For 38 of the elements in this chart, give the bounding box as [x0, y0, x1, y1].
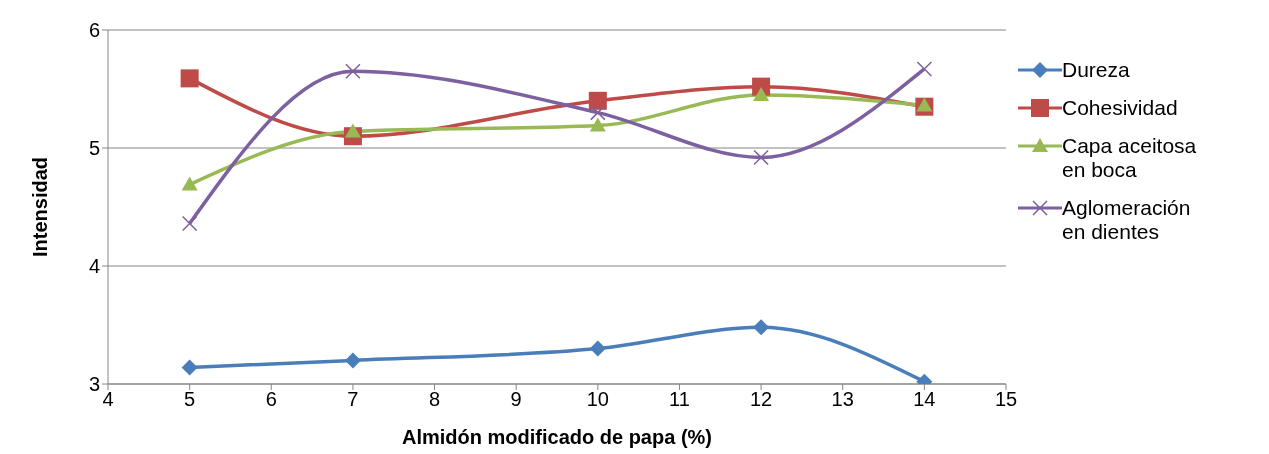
point [753, 86, 770, 101]
point [181, 359, 198, 376]
x-tick-label: 10 [586, 388, 609, 411]
x-tick-label: 5 [184, 388, 196, 411]
point [181, 215, 198, 232]
y-tick-label: 6 [88, 19, 100, 42]
x-axis-title: Almidón modificado de papa (%) [401, 426, 713, 448]
point [589, 117, 606, 132]
point [344, 123, 361, 138]
y-axis-title: Intensidad [29, 156, 52, 258]
x-tick-label: 9 [510, 388, 522, 411]
x-tick-label: 13 [831, 388, 854, 411]
point [753, 319, 770, 336]
y-tick-label: 3 [88, 373, 100, 396]
point [753, 149, 769, 166]
legend-label: Capa aceitosa en boca [1062, 134, 1198, 182]
legend-label: Aglomeración en dientes [1062, 196, 1192, 244]
point [344, 352, 361, 369]
point [588, 91, 607, 110]
x-tick-label: 12 [749, 388, 773, 411]
x-tick-label: 4 [102, 388, 114, 411]
point [180, 69, 199, 88]
legend-label: Dureza [1062, 58, 1130, 82]
point [181, 176, 198, 191]
x-tick-label: 11 [669, 388, 690, 411]
x-tick-label: 15 [994, 388, 1018, 411]
point [916, 61, 933, 77]
point [345, 63, 361, 80]
x-tick-label: 14 [913, 388, 936, 411]
point [916, 97, 933, 112]
y-tick-label: 5 [88, 137, 100, 160]
x-tick-label: 6 [265, 388, 277, 411]
x-tick-label: 8 [428, 388, 441, 411]
y-tick-label: 4 [88, 255, 100, 278]
point [589, 340, 606, 357]
x-tick-label: 7 [347, 388, 359, 411]
point [590, 104, 606, 121]
legend-label: Cohesividad [1062, 96, 1178, 120]
